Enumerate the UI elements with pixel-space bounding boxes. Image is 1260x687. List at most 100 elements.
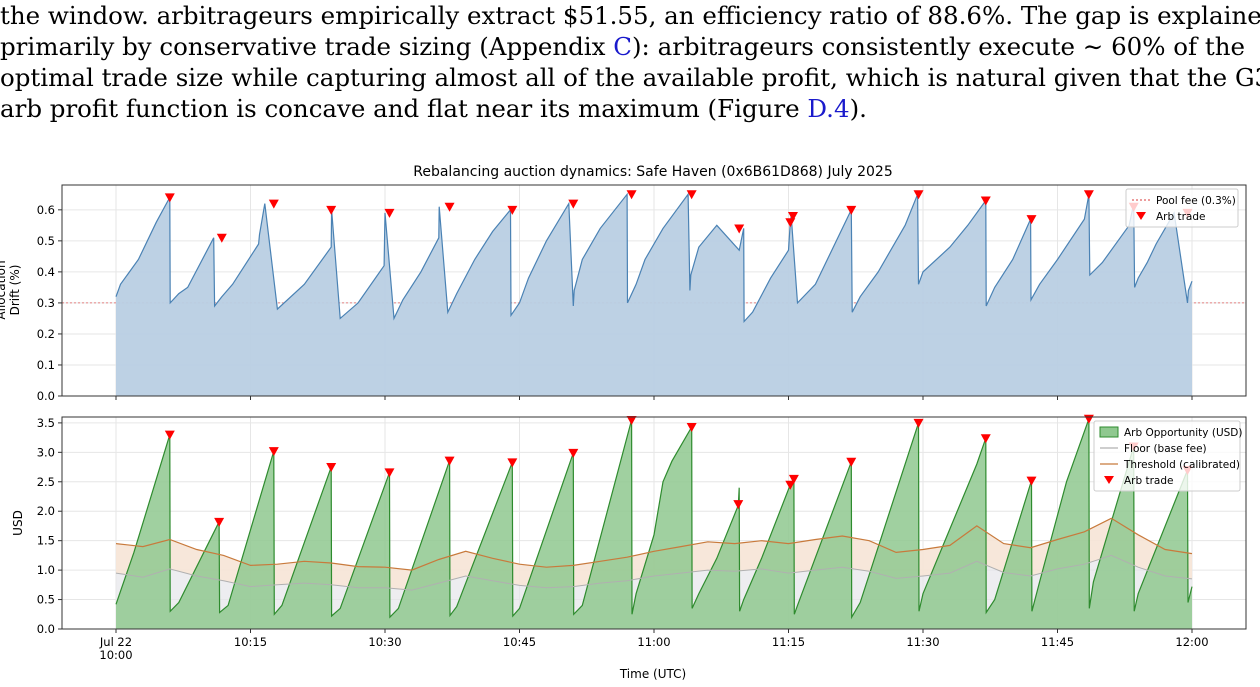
arb-trade-marker [568, 448, 579, 458]
figure-link[interactable]: D.4 [807, 94, 850, 123]
usd-legend-box [1093, 420, 1241, 492]
arb-trade-marker [268, 199, 279, 209]
paragraph-text: ): arbitrageurs consistently execute ∼ 6… [632, 32, 1246, 61]
arb-trade-marker [980, 434, 991, 444]
arb-trade-marker [785, 480, 796, 490]
drift-ytick-label: 0.3 [37, 296, 55, 310]
drift-ytick-label: 0.1 [37, 358, 55, 372]
arb-trade-marker [507, 205, 518, 215]
x-tick-label: 11:45 [1041, 635, 1074, 649]
arb-trade-marker [626, 190, 637, 200]
paragraph-text: arb profit function is concave and flat … [0, 94, 808, 123]
arb-trade-marker [164, 193, 175, 203]
drift-legend-swatch [1136, 212, 1146, 220]
arb-trade-marker [686, 190, 697, 200]
drift-ytick-label: 0.4 [37, 265, 55, 279]
drift-ytick-label: 0.5 [37, 234, 55, 248]
arb-trade-marker [788, 474, 799, 484]
x-tick-label: 10:00 [99, 648, 132, 662]
drift-ylabel-line: Drift (%) [8, 265, 22, 316]
drift-legend-label: Pool fee (0.3%) [1156, 195, 1236, 207]
usd-ytick-label: 0.0 [37, 622, 55, 636]
drift-panel: 0.0 0.1 0.2 0.3 0.4 0.5 0.6 AllocationDrift (%)… [0, 184, 1247, 403]
arb-trade-marker [1083, 190, 1094, 200]
drift-legend-box [1125, 188, 1239, 228]
drift-ylabel-line: Allocation [0, 260, 8, 319]
paragraph-line: primarily by conservative trade sizing (… [0, 31, 1260, 62]
arb-trade-marker [787, 212, 798, 222]
arb-trade-marker [980, 196, 991, 206]
arb-trade-marker [1026, 215, 1037, 225]
drift-ylabel: AllocationDrift (%) [0, 260, 22, 319]
usd-legend-label: Arb Opportunity (USD) [1124, 427, 1242, 439]
arb-trade-marker [568, 199, 579, 209]
body-paragraph: the window. arbitrageurs empirically ext… [0, 0, 1260, 124]
arb-trade-marker [686, 423, 697, 433]
paragraph-text: primarily by conservative trade sizing (… [0, 32, 614, 61]
arb-trade-marker [384, 208, 395, 218]
usd-ytick-label: 0.5 [37, 593, 55, 607]
usd-frame [61, 416, 1247, 630]
arb-trade-marker [214, 517, 225, 527]
arb-trade-marker [626, 415, 637, 425]
arb-trade-marker [1026, 476, 1037, 486]
usd-legend-label: Floor (base fee) [1124, 443, 1207, 455]
drift-frame [61, 184, 1247, 397]
arb-trade-marker [846, 205, 857, 215]
drift-legend-label: Arb trade [1156, 211, 1206, 223]
drift-ytick-label: 0.2 [37, 327, 55, 341]
arb-trade-marker [444, 202, 455, 212]
x-tick-label: Jul 22 [99, 635, 132, 649]
arb-trade-marker [913, 190, 924, 200]
paragraph-text: the window. arbitrageurs empirically ext… [0, 1, 1260, 30]
arb-trade-marker [268, 447, 279, 457]
x-axis-label: Time (UTC) [619, 667, 686, 681]
arb-trade-marker [846, 457, 857, 467]
x-tick-label: 11:00 [637, 635, 670, 649]
usd-legend-swatch [1099, 426, 1119, 438]
usd-ylabel: USD [11, 510, 25, 536]
x-tick-label: 10:30 [368, 635, 401, 649]
usd-ytick-label: 1.0 [37, 563, 55, 577]
arb-trade-marker [164, 430, 175, 440]
paragraph-text: optimal trade size while capturing almos… [0, 63, 1260, 92]
x-tick-label: 10:45 [503, 635, 536, 649]
x-tick-label: 12:00 [1175, 635, 1208, 649]
arb-trade-marker [733, 500, 744, 510]
arb-trade-marker [734, 224, 745, 234]
arb-trade-marker [785, 218, 796, 228]
x-tick-label: 10:15 [234, 635, 267, 649]
arb-trade-marker [444, 456, 455, 466]
figure-title: Rebalancing auction dynamics: Safe Haven… [413, 164, 892, 180]
opportunity-area [116, 418, 1192, 629]
usd-legend-swatch [1104, 476, 1114, 484]
arb-trade-marker [326, 205, 337, 215]
usd-ytick-label: 2.0 [37, 504, 55, 518]
usd-ytick-label: 2.5 [37, 475, 55, 489]
paragraph-line: arb profit function is concave and flat … [0, 93, 1260, 124]
drift-line [115, 192, 1193, 324]
paragraph-line: optimal trade size while capturing almos… [0, 62, 1260, 93]
arb-trade-marker [507, 458, 518, 468]
arb-trade-marker [216, 233, 227, 243]
arb-trade-marker [384, 468, 395, 478]
arb-trade-marker [326, 463, 337, 473]
arb-trade-marker [913, 418, 924, 428]
opportunity-line [115, 418, 1193, 620]
usd-ytick-label: 3.0 [37, 445, 55, 459]
usd-ytick-label: 3.5 [37, 416, 55, 430]
paragraph-line: the window. arbitrageurs empirically ext… [0, 0, 1260, 31]
usd-legend-label: Arb trade [1124, 475, 1174, 487]
appendix-link[interactable]: C [613, 32, 632, 61]
usd-ytick-label: 1.5 [37, 534, 55, 548]
drift-ytick-label: 0.6 [37, 203, 55, 217]
x-tick-label: 11:15 [772, 635, 805, 649]
figure: Rebalancing auction dynamics: Safe Haven… [0, 164, 1247, 681]
x-tick-label: 11:30 [906, 635, 939, 649]
usd-legend-label: Threshold (calibrated) [1123, 459, 1240, 471]
drift-ytick-label: 0.0 [37, 389, 55, 403]
threshold-line [115, 517, 1193, 571]
paragraph-text: ). [849, 94, 867, 123]
floor-line [115, 554, 1193, 591]
